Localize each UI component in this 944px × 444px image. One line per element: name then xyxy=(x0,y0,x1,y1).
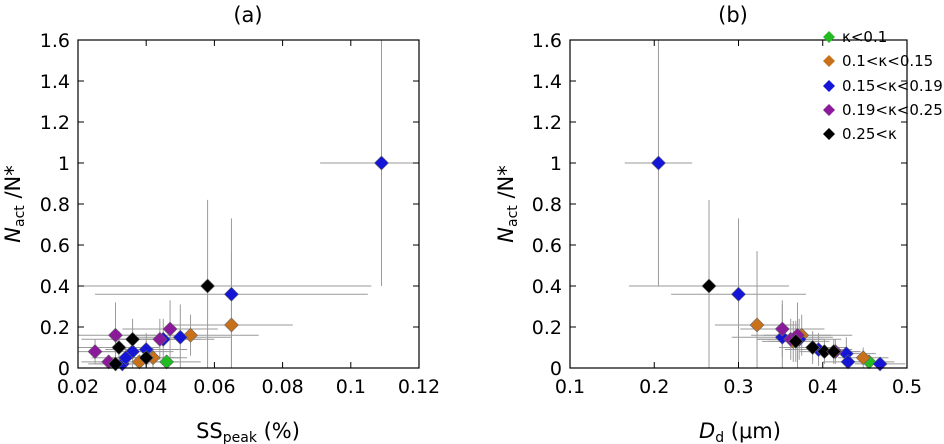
x-label-main: D xyxy=(699,419,715,443)
x-tick-label: 0.04 xyxy=(125,376,167,398)
legend-label-k-0-15-0-19: 0.15<κ<0.19 xyxy=(842,77,943,95)
x-label-unit: (μm) xyxy=(724,419,781,443)
data-point-diamond xyxy=(152,331,168,347)
x-tick-label: 0.4 xyxy=(808,376,838,398)
panel-a: (a) 0.02 0.04 0.06 0.08 0.1 0.12 0 0.2 0.4 0.6 0.8… xyxy=(1,3,440,444)
y-tick-label: 0 xyxy=(58,358,70,380)
panel-b-x-axis-label: Dd (μm) xyxy=(699,419,781,444)
panel-b-ticks: 0.1 0.2 0.3 0.4 0.5 0 0.2 0.4 0.6 0.8 1 1.2 1.4 1.6 xyxy=(532,30,922,398)
y-tick-label: 1 xyxy=(550,153,562,175)
legend-label-k-gt-0-25: 0.25<κ xyxy=(842,125,897,143)
data-point-diamond xyxy=(224,317,239,333)
legend: κ<0.1 0.1<κ<0.15 0.15<κ<0.19 0.19<κ<0.25… xyxy=(823,28,943,143)
panel-a-y-axis-label: Nact /N* xyxy=(1,165,28,242)
x-tick-label: 0.5 xyxy=(892,376,922,398)
panel-a-x-axis-label: SSpeak (%) xyxy=(196,419,300,444)
x-tick-label: 0.1 xyxy=(336,376,366,398)
x-tick-label: 0.08 xyxy=(261,376,303,398)
data-point-diamond xyxy=(826,344,842,360)
y-tick-label: 1.6 xyxy=(40,30,70,52)
y-label-sub: act xyxy=(505,205,521,227)
x-tick-label: 0.02 xyxy=(57,376,99,398)
y-tick-label: 1.2 xyxy=(40,112,70,134)
data-point-diamond xyxy=(731,286,746,302)
legend-marker-k-0-1-0-15 xyxy=(823,55,835,67)
panel-a-markers xyxy=(87,155,389,372)
panel-b-markers xyxy=(651,155,888,372)
y-label-main: N xyxy=(1,227,25,243)
y-tick-label: 1.6 xyxy=(532,30,562,52)
legend-marker-k-gt-0-25 xyxy=(823,128,835,140)
y-tick-label: 0 xyxy=(550,358,562,380)
y-label-sub: act xyxy=(12,205,28,227)
data-point-diamond xyxy=(840,354,856,370)
panel-a-ticks: 0.02 0.04 0.06 0.08 0.1 0.12 0 0.2 0.4 0.6 0.8 1 1.2… xyxy=(40,30,440,398)
panel-b: (b) 0.1 0.2 0.3 0.4 0.5 0 0.2 0.4 0.6 0.8 1 1.2 1.4 1… xyxy=(494,3,943,444)
x-tick-label: 0.06 xyxy=(193,376,235,398)
legend-marker-k-0-19-0-25 xyxy=(823,104,835,116)
data-point-diamond xyxy=(111,340,127,355)
data-point-diamond xyxy=(183,327,198,343)
x-tick-label: 0.2 xyxy=(639,376,669,398)
panel-b-title: (b) xyxy=(718,3,748,27)
legend-label-k-0-19-0-25: 0.19<κ<0.25 xyxy=(842,101,943,119)
data-point-diamond xyxy=(118,350,134,366)
y-tick-label: 0.2 xyxy=(532,317,562,339)
data-point-diamond xyxy=(200,278,216,294)
y-tick-label: 0.6 xyxy=(532,235,562,257)
data-point-diamond xyxy=(749,317,765,333)
y-tick-label: 1.2 xyxy=(532,112,562,134)
data-point-diamond xyxy=(855,350,871,366)
data-point-diamond xyxy=(701,278,717,294)
x-tick-label: 0.3 xyxy=(723,376,753,398)
y-tick-label: 0.2 xyxy=(40,317,70,339)
data-point-diamond xyxy=(374,155,389,171)
legend-marker-k-0-15-0-19 xyxy=(823,80,835,92)
data-point-diamond xyxy=(125,331,140,347)
data-point-diamond xyxy=(108,327,123,343)
x-label-main: SS xyxy=(196,419,223,443)
y-tick-label: 0.6 xyxy=(40,235,70,257)
data-point-diamond xyxy=(805,340,821,355)
legend-label-k-0-1-0-15: 0.1<κ<0.15 xyxy=(842,52,933,70)
y-tick-label: 0.8 xyxy=(40,194,70,216)
y-tick-label: 1.4 xyxy=(532,71,562,93)
panel-a-title: (a) xyxy=(233,3,262,27)
panel-b-y-axis-label: Nact /N* xyxy=(494,165,521,242)
legend-marker-k-lt-0-1 xyxy=(823,31,835,43)
y-tick-label: 0.8 xyxy=(532,194,562,216)
panel-a-error-bars xyxy=(78,40,419,368)
x-tick-label: 0.1 xyxy=(555,376,585,398)
data-point-diamond xyxy=(788,333,804,349)
data-point-diamond xyxy=(774,321,790,337)
x-label-unit: (%) xyxy=(257,419,300,443)
data-point-diamond xyxy=(651,155,666,171)
panel-a-frame xyxy=(77,39,420,369)
y-tick-label: 0.4 xyxy=(40,276,70,298)
x-label-sub: d xyxy=(715,430,724,444)
data-point-diamond xyxy=(162,321,178,337)
y-label-rest: /N* xyxy=(494,165,518,205)
data-point-diamond xyxy=(872,356,888,372)
x-label-sub: peak xyxy=(223,430,258,444)
y-label-rest: /N* xyxy=(1,165,25,205)
data-point-diamond xyxy=(159,354,175,370)
data-point-diamond xyxy=(224,286,239,302)
y-label-main: N xyxy=(494,227,518,243)
y-tick-label: 1 xyxy=(58,153,70,175)
data-point-diamond xyxy=(87,344,103,360)
y-tick-label: 0.4 xyxy=(532,276,562,298)
legend-label-k-lt-0-1: κ<0.1 xyxy=(842,28,887,46)
x-tick-label: 0.12 xyxy=(398,376,440,398)
y-tick-label: 1.4 xyxy=(40,71,70,93)
data-point-diamond xyxy=(172,329,188,345)
